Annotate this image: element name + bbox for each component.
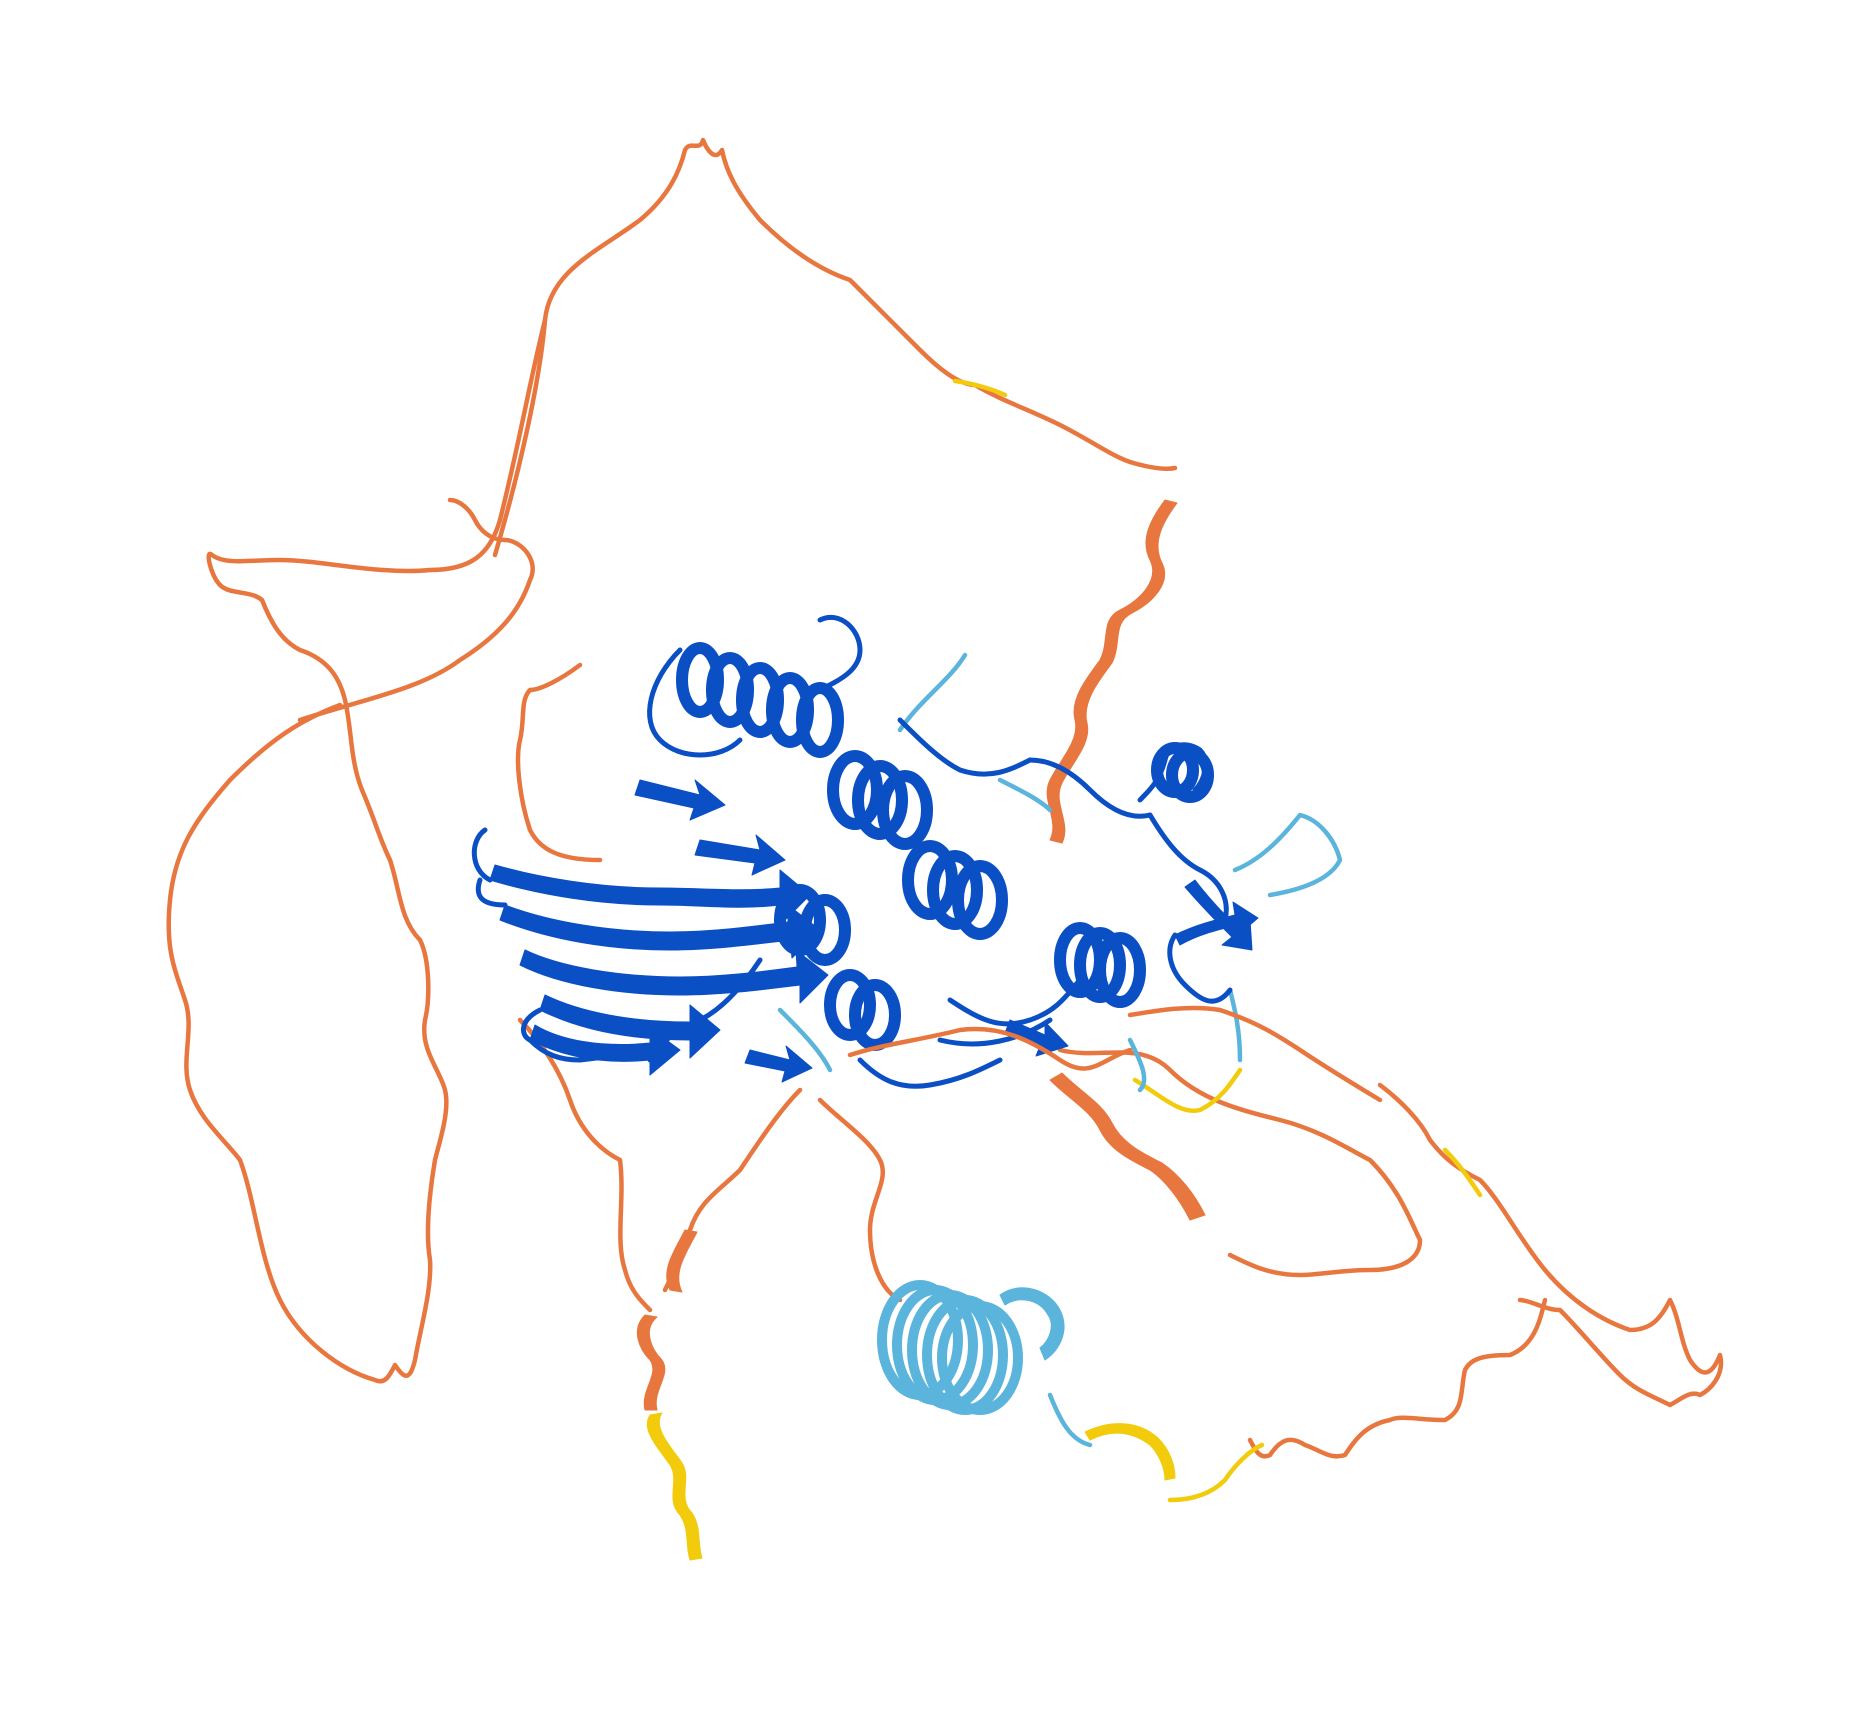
bottom-tail (1247, 1297, 1548, 1459)
core-helix-5 (796, 682, 844, 758)
cyan-helix-bundle (877, 1280, 1093, 1448)
confident-regions (777, 652, 1343, 1448)
core-helix-6 (827, 750, 883, 830)
left-crossing-loop (297, 497, 535, 723)
right-top-loop (1137, 742, 1208, 803)
core-loop-h (857, 1057, 1003, 1089)
core-helix-8 (877, 770, 933, 850)
bottom-yellow-segment (1167, 1442, 1265, 1503)
core-arrow-2 (694, 834, 786, 876)
core-loop-f (947, 977, 1083, 1027)
cyan-loop-right (1232, 812, 1343, 898)
right-helix-3 (1094, 932, 1146, 1008)
cyan-loop-center (777, 1007, 833, 1073)
orange-ribbon-2 (1049, 1072, 1206, 1221)
orange-ribbon-3 (666, 1229, 698, 1293)
mid-yellow-segment (1132, 1067, 1243, 1114)
beta-strand-2 (499, 904, 821, 959)
center-down-loop (817, 1097, 903, 1303)
top-loop-yellow (952, 378, 1008, 398)
cyan-helix-tail (1047, 1392, 1093, 1448)
orange-ribbon-4 (636, 1314, 666, 1411)
core-helix-14 (824, 969, 876, 1041)
beta-strand-3 (519, 949, 829, 1004)
right-helix-2 (1074, 927, 1126, 1003)
core-helix-11 (952, 860, 1008, 940)
right-beta-strand-2 (1174, 901, 1259, 946)
top-loop (492, 137, 1178, 558)
right-lower-wiggle (1377, 1082, 1724, 1408)
orange-helix-ribbons (636, 499, 1206, 1411)
cyan-helix-cap (999, 1287, 1065, 1361)
right-beta-hairpin (1137, 742, 1259, 1004)
beta-strand-5 (529, 1024, 681, 1076)
core-loops (647, 614, 1229, 1089)
disordered-loops (166, 137, 1724, 1459)
left-descending-loop (515, 662, 603, 863)
beta-sheet (471, 827, 829, 1076)
right-crossing-loop (1127, 1005, 1383, 1103)
core-loop-i (937, 1017, 1053, 1047)
beta-hairpin-loops (471, 827, 543, 1043)
structured-core (471, 614, 1259, 1089)
core-helix-10 (927, 850, 983, 930)
orange-ribbon-1 (1046, 499, 1178, 844)
cyan-loop-lower (1127, 987, 1243, 1093)
bottom-left-loop-2 (662, 1087, 803, 1293)
yellow-helix-ribbons (646, 1412, 1176, 1561)
core-helix-12 (774, 884, 826, 956)
left-loop (166, 317, 548, 1384)
core-helix-9 (902, 840, 958, 920)
right-top-helix-2 (1166, 747, 1214, 803)
core-arrow-3 (744, 1045, 813, 1083)
lower-crossing-loop (847, 1026, 1133, 1071)
core-helix-7 (852, 760, 908, 840)
core-beta-arrows (634, 779, 1069, 1083)
core-loop-e (1147, 812, 1229, 923)
yellow-ribbon-bottom-left (646, 1412, 703, 1561)
cyan-loop-upper (897, 652, 1053, 813)
core-loop-g (647, 957, 763, 1063)
core-loop-d (1027, 757, 1153, 819)
right-bottom-loop (1057, 1047, 1423, 1278)
core-loop-a (647, 647, 743, 758)
right-beta-loop (1167, 932, 1233, 1004)
core-helix-13 (799, 894, 851, 966)
cyan-helix-turn-5 (937, 1301, 1023, 1415)
bottom-left-loop (517, 1017, 653, 1313)
beta-bottom-loop (527, 1037, 643, 1063)
yellow-ribbon-bottom-center (1084, 1423, 1176, 1481)
right-yellow-segment (1442, 1147, 1483, 1198)
low-confidence-segments (1132, 1067, 1483, 1503)
core-loop-b (817, 614, 863, 693)
right-beta-strand-1 (1184, 879, 1253, 951)
core-helix-15 (849, 979, 901, 1051)
core-arrow-1 (634, 779, 726, 821)
core-loop-c (897, 717, 1033, 777)
